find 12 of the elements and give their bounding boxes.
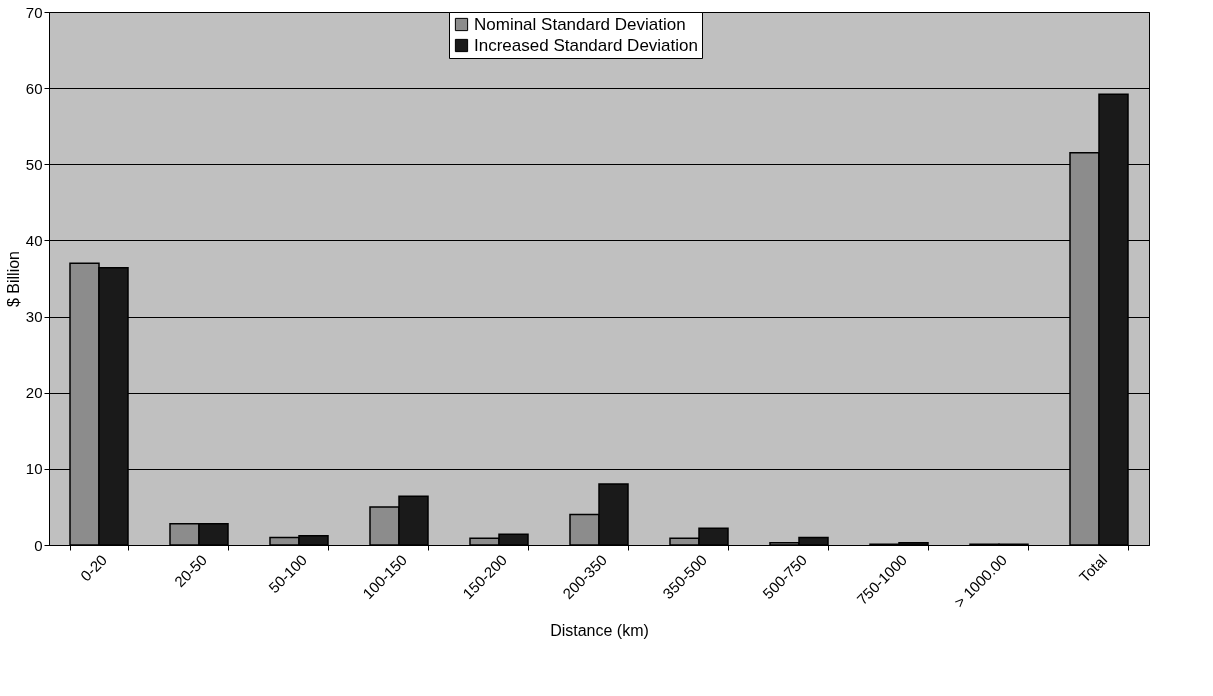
- y-tick-label: 10: [25, 460, 43, 478]
- y-tick-label: 0: [34, 536, 43, 554]
- y-tick-label: 70: [25, 3, 43, 21]
- y-tick-label: 40: [25, 231, 43, 249]
- y-tick-label: 60: [25, 79, 43, 97]
- x-axis-title: Distance (km): [550, 621, 649, 639]
- y-tick-label: 50: [25, 155, 43, 173]
- y-tick-label: 30: [25, 308, 43, 326]
- y-tick-label: 20: [25, 384, 43, 402]
- y-axis-title: $ Billion: [4, 250, 22, 308]
- legend-label: Nominal Standard Deviation: [474, 14, 686, 34]
- legend-label: Increased Standard Deviation: [474, 35, 698, 55]
